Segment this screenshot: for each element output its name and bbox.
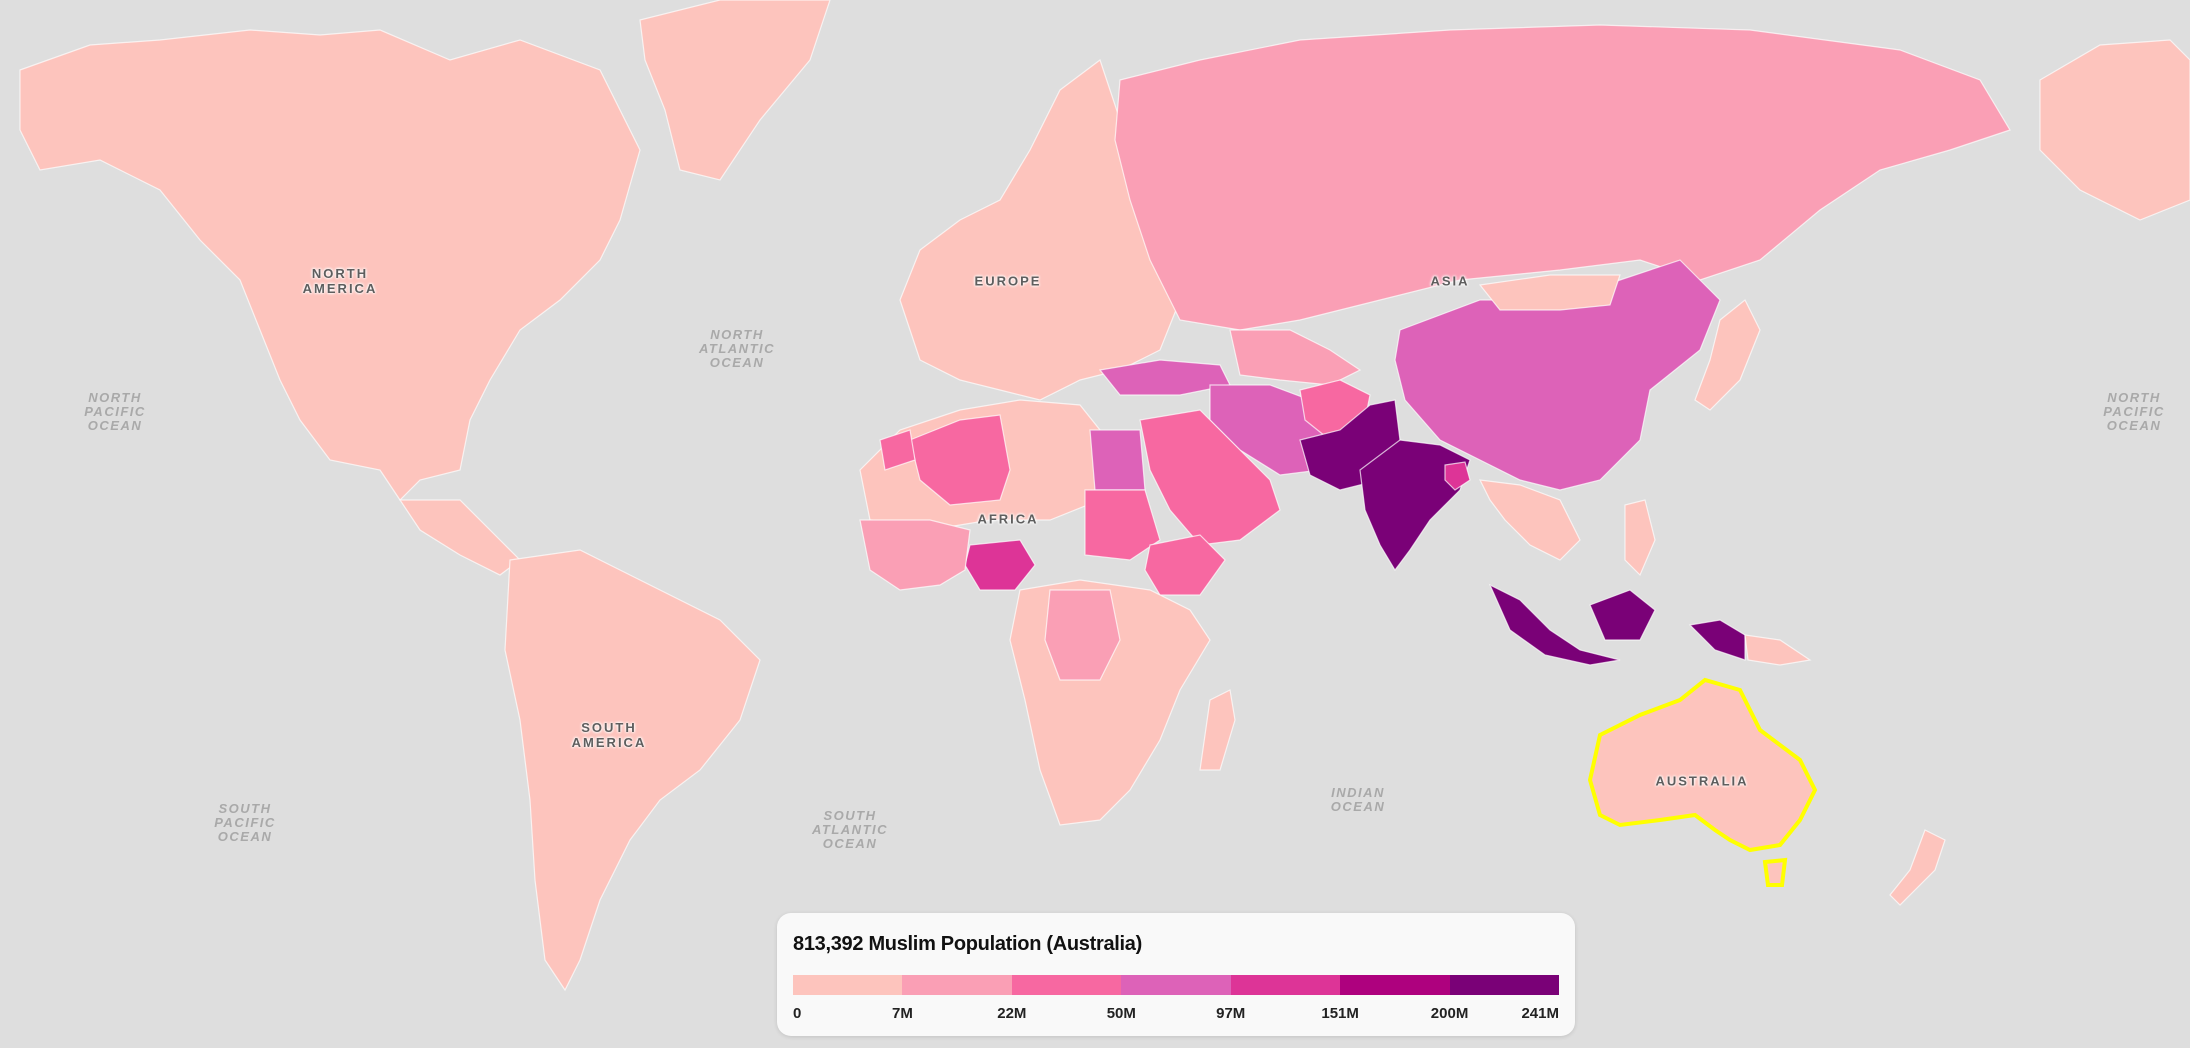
country-mongolia[interactable] bbox=[1478, 274, 1621, 311]
legend-tick-label: 50M bbox=[1106, 1005, 1136, 1022]
country-greenland[interactable] bbox=[639, 0, 831, 181]
country-central-asia[interactable] bbox=[1229, 329, 1362, 386]
country-west-africa[interactable] bbox=[859, 519, 971, 591]
country-papua-new-guinea[interactable] bbox=[1744, 634, 1812, 666]
country-canada-usa[interactable] bbox=[19, 29, 641, 501]
country-sudan[interactable] bbox=[1084, 489, 1161, 561]
region-label-north-america: NORTH AMERICA bbox=[302, 266, 378, 296]
country-drc[interactable] bbox=[1044, 589, 1121, 681]
country-philippines[interactable] bbox=[1624, 499, 1656, 577]
country-south-america[interactable] bbox=[504, 549, 761, 992]
legend-swatch bbox=[1230, 975, 1341, 995]
legend-tick-label: 97M bbox=[1216, 1005, 1246, 1022]
country-new-zealand[interactable] bbox=[1889, 829, 1946, 906]
country-saudi-arabia[interactable] bbox=[1139, 409, 1281, 546]
country-russia[interactable] bbox=[1114, 24, 2011, 331]
country-tasmania[interactable] bbox=[1762, 857, 1788, 887]
ocean-label-north-atlantic: NORTH ATLANTIC OCEAN bbox=[698, 327, 776, 370]
legend-tick-label: 241M bbox=[1521, 1005, 1559, 1022]
region-label-europe: EUROPE bbox=[974, 273, 1042, 289]
ocean-label-indian: INDIAN OCEAN bbox=[1330, 785, 1386, 814]
country-bangladesh[interactable] bbox=[1444, 461, 1471, 491]
legend-tick-label: 0 bbox=[793, 1005, 802, 1022]
country-india[interactable] bbox=[1359, 439, 1471, 572]
legend-color-scale bbox=[793, 975, 1559, 995]
ocean-label-north-pacific-left: NORTH PACIFIC OCEAN bbox=[84, 390, 146, 433]
legend-swatch bbox=[793, 975, 903, 995]
region-label-africa: AFRICA bbox=[977, 511, 1039, 527]
legend-tick-label: 7M bbox=[892, 1005, 913, 1022]
legend-tick-label: 151M bbox=[1321, 1005, 1359, 1022]
country-madagascar[interactable] bbox=[1199, 689, 1236, 771]
country-mexico-central-america[interactable] bbox=[398, 499, 521, 576]
country-nigeria[interactable] bbox=[964, 539, 1036, 591]
country-australia[interactable] bbox=[1587, 677, 1818, 853]
country-algeria[interactable] bbox=[909, 414, 1011, 506]
legend-swatch bbox=[1011, 975, 1122, 995]
country-ethiopia[interactable] bbox=[1144, 534, 1226, 596]
country-alaska-east[interactable] bbox=[2039, 39, 2190, 221]
region-label-australia: AUSTRALIA bbox=[1655, 773, 1749, 789]
region-label-south-america: SOUTH AMERICA bbox=[571, 720, 647, 750]
country-indonesia[interactable] bbox=[1488, 583, 1621, 666]
ocean-label-south-atlantic: SOUTH ATLANTIC OCEAN bbox=[811, 808, 889, 851]
legend-swatch bbox=[1340, 975, 1450, 995]
country-southeast-asia[interactable] bbox=[1478, 479, 1581, 561]
ocean-label-south-pacific: SOUTH PACIFIC OCEAN bbox=[214, 801, 276, 844]
legend-tick-label: 22M bbox=[997, 1005, 1027, 1022]
country-egypt[interactable] bbox=[1089, 429, 1146, 491]
legend-panel: 813,392 Muslim Population (Australia) 0 7… bbox=[777, 913, 1575, 1036]
country-indonesia-borneo[interactable] bbox=[1589, 589, 1656, 641]
country-morocco[interactable] bbox=[879, 429, 916, 471]
legend-swatch bbox=[902, 975, 1012, 995]
legend-swatch bbox=[1121, 975, 1231, 995]
ocean-label-north-pacific-right: NORTH PACIFIC OCEAN bbox=[2103, 390, 2165, 433]
legend-tick-label: 200M bbox=[1430, 1005, 1469, 1022]
country-japan[interactable] bbox=[1694, 299, 1761, 411]
country-indonesia-papua[interactable] bbox=[1688, 619, 1746, 661]
legend-title: 813,392 Muslim Population (Australia) bbox=[793, 933, 1142, 955]
legend-swatch bbox=[1449, 975, 1559, 995]
region-label-asia: ASIA bbox=[1430, 273, 1470, 289]
